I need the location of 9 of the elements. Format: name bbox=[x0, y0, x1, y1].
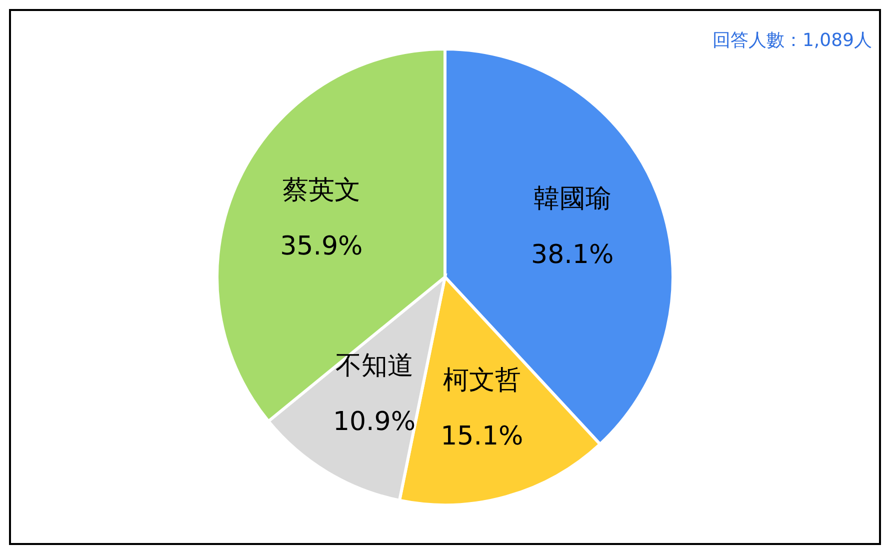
data-label: 38.1% bbox=[531, 240, 614, 270]
slice-label: 不知道 bbox=[335, 351, 414, 382]
data-label: 10.9% bbox=[332, 407, 416, 438]
data-label: 15.1% bbox=[440, 422, 524, 452]
data-label: 35.9% bbox=[280, 231, 363, 262]
text: 回答人數：1,089人 bbox=[712, 30, 872, 51]
slice-label: 柯文哲 bbox=[442, 366, 521, 396]
slice-label: 韓國瑜 bbox=[533, 184, 612, 214]
slice-label: 蔡英文 bbox=[282, 175, 360, 206]
